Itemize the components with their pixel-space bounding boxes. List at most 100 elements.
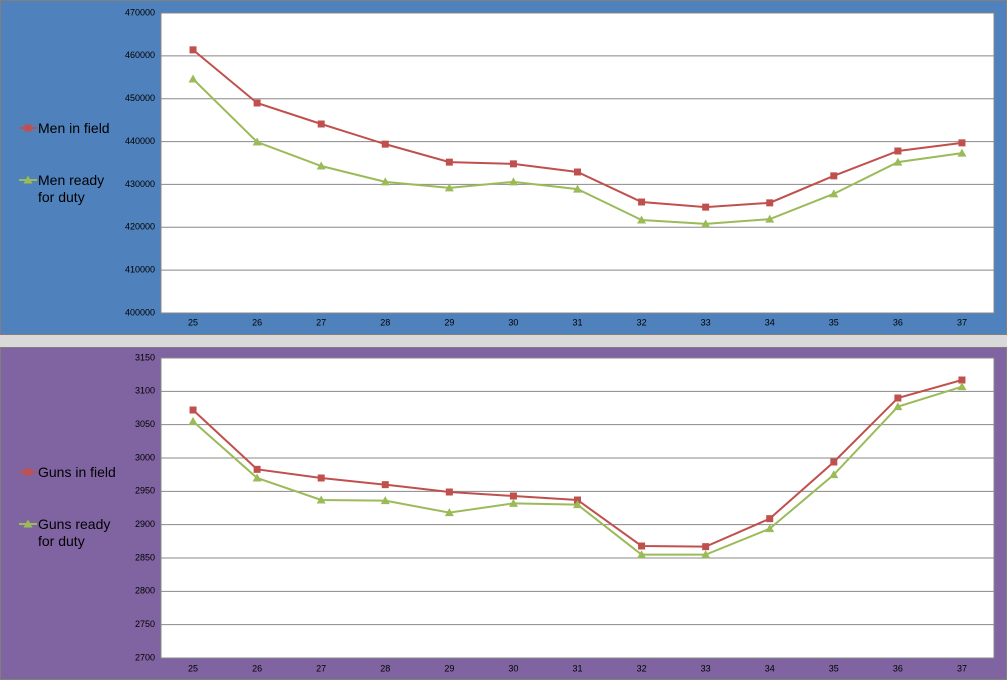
legend-label: Men ready for duty (38, 172, 105, 205)
chart-panel: 400000 410000 420000 430000 440000 450000 4600… (0, 0, 1007, 335)
marker (765, 214, 775, 223)
marker (894, 147, 902, 155)
marker (508, 498, 518, 507)
marker (381, 481, 389, 489)
y-tick-label: 3000 (135, 452, 155, 462)
marker (509, 492, 517, 500)
marker (766, 515, 774, 523)
chart-panel: 2700 2750 2800 2850 2900 2950 3000 3050 3100 3150… (0, 347, 1007, 680)
marker (316, 495, 326, 504)
marker (444, 508, 454, 517)
x-tick-label: 33 (701, 317, 711, 327)
marker (444, 183, 454, 192)
marker (253, 465, 261, 473)
x-tick-label: 36 (893, 317, 903, 327)
y-tick-label: 430000 (125, 179, 155, 189)
marker (380, 496, 390, 505)
marker (573, 500, 582, 509)
marker (701, 219, 711, 228)
y-tick-label: 2950 (135, 486, 155, 496)
y-tick-label: 2800 (135, 586, 155, 596)
marker (893, 157, 903, 166)
x-tick-label: 29 (444, 663, 454, 673)
marker (830, 458, 838, 466)
x-tick-label: 34 (765, 317, 775, 327)
x-tick-label: 30 (508, 317, 518, 327)
marker (317, 474, 325, 482)
marker (702, 203, 710, 211)
marker (574, 496, 581, 504)
marker (317, 120, 325, 128)
y-tick-label: 460000 (125, 50, 155, 60)
marker (189, 406, 197, 414)
marker (573, 184, 582, 193)
y-tick-label: 410000 (125, 265, 155, 275)
y-tick-label: 420000 (125, 222, 155, 232)
x-tick-label: 27 (316, 663, 326, 673)
marker (574, 168, 581, 176)
legend-label: Guns ready for duty (38, 516, 111, 549)
marker (508, 177, 518, 186)
plot-area (160, 12, 995, 314)
x-tick-label: 28 (380, 317, 390, 327)
x-tick-label: 37 (957, 663, 967, 673)
marker (252, 473, 262, 482)
x-tick-label: 25 (188, 317, 198, 327)
legend-symbol (19, 468, 37, 476)
marker (766, 199, 774, 207)
marker (252, 137, 262, 146)
chart: 2700 2750 2800 2850 2900 2950 3000 3050 3100 3150… (135, 352, 995, 673)
marker (893, 402, 903, 411)
y-tick-label: 3050 (135, 419, 155, 429)
y-tick-label: 3100 (135, 386, 155, 396)
marker (445, 158, 453, 166)
x-tick-label: 33 (701, 663, 711, 673)
marker (702, 543, 710, 551)
x-tick-label: 32 (637, 663, 647, 673)
y-tick-label: 440000 (125, 136, 155, 146)
x-tick-label: 29 (444, 317, 454, 327)
x-tick-label: 31 (572, 663, 582, 673)
marker (380, 177, 390, 186)
marker (253, 99, 261, 107)
marker (316, 161, 326, 170)
marker (188, 74, 198, 83)
legend-label: Guns in field (38, 464, 116, 480)
x-tick-label: 30 (508, 663, 518, 673)
marker (381, 140, 389, 148)
x-tick-label: 26 (252, 663, 262, 673)
legend-label: Men in field (38, 120, 110, 136)
marker (894, 394, 902, 402)
y-tick-label: 450000 (125, 93, 155, 103)
legend-symbol (19, 175, 37, 184)
marker (188, 416, 198, 425)
marker (24, 468, 32, 476)
marker (638, 542, 646, 550)
x-tick-label: 28 (380, 663, 390, 673)
y-tick-label: 3150 (135, 352, 155, 362)
y-tick-label: 400000 (125, 307, 155, 317)
x-tick-label: 27 (316, 317, 326, 327)
x-tick-label: 37 (957, 317, 967, 327)
marker (445, 488, 453, 496)
marker (829, 470, 839, 479)
marker (958, 139, 966, 147)
marker (23, 519, 33, 528)
marker (509, 160, 517, 168)
marker (830, 172, 838, 180)
legend-symbol (19, 519, 37, 528)
marker (638, 198, 646, 206)
marker (637, 215, 647, 224)
marker (957, 382, 967, 391)
marker (189, 46, 197, 54)
x-tick-label: 26 (252, 317, 262, 327)
y-tick-label: 470000 (125, 7, 155, 17)
y-tick-label: 2750 (135, 619, 155, 629)
marker (957, 148, 967, 157)
marker (23, 175, 33, 184)
y-tick-label: 2700 (135, 652, 155, 662)
x-tick-label: 34 (765, 663, 775, 673)
marker (765, 524, 775, 533)
x-tick-label: 35 (829, 663, 839, 673)
